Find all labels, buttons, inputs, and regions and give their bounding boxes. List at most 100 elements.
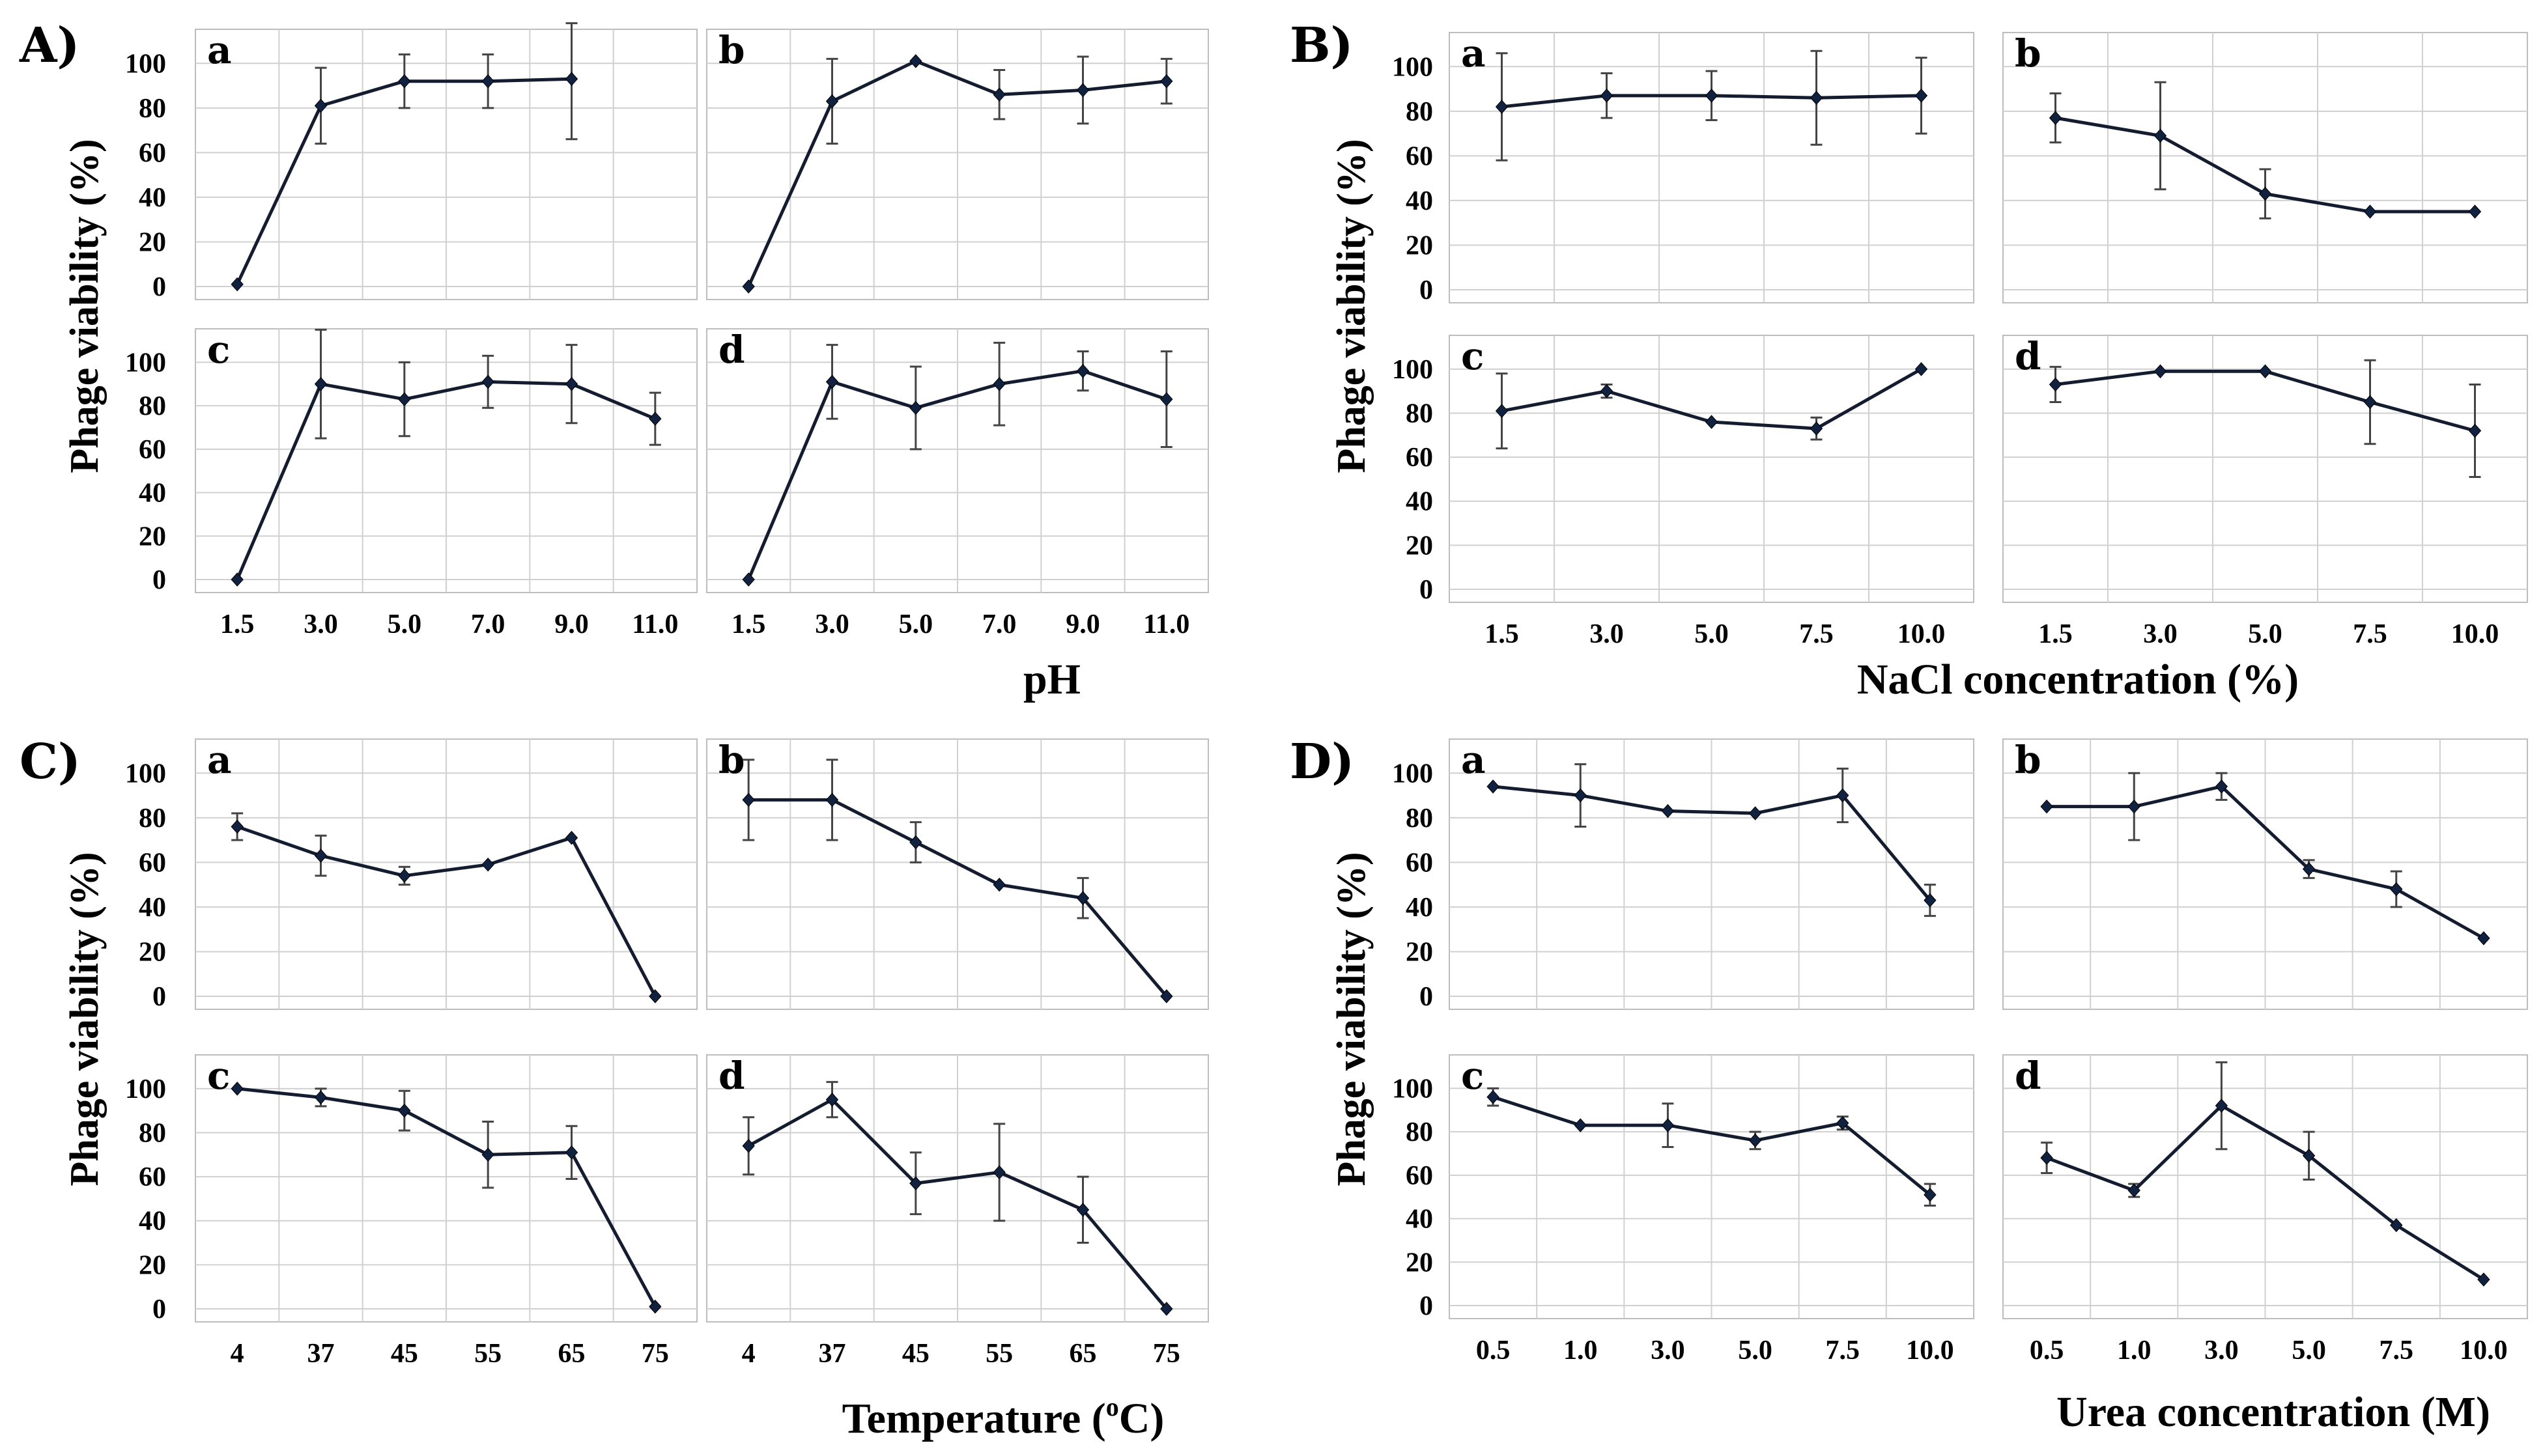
- y-tick-label: 60: [1406, 443, 1433, 473]
- data-point: [2153, 128, 2167, 143]
- data-point: [398, 392, 411, 406]
- x-tick-label: 1.5: [220, 609, 255, 639]
- data-point: [2049, 377, 2062, 392]
- data-point: [1705, 89, 1718, 103]
- y-tick-label: 0: [1419, 575, 1433, 605]
- y-tick-label: 40: [139, 183, 166, 213]
- x-axis-label: NaCl concentration (%): [1857, 656, 2299, 703]
- data-point: [2363, 395, 2377, 410]
- subplot-letter: d: [718, 1054, 745, 1098]
- series-line: [236, 1087, 657, 1308]
- series-line: [236, 825, 657, 998]
- x-tick-label: 3.0: [2204, 1336, 2239, 1365]
- x-tick-label: 10.0: [2451, 619, 2499, 649]
- x-tick-label: 3.0: [304, 609, 338, 639]
- data-point: [2468, 204, 2482, 219]
- data-point: [1810, 91, 1823, 105]
- subplot-c: 100 80 60 40 20 0 1.5 3.0 5.0 7.0 9.0 11.0 c: [125, 328, 698, 639]
- data-point: [314, 376, 328, 391]
- data-point: [231, 572, 244, 587]
- series-line: [748, 798, 1168, 998]
- series-line: [1492, 785, 1931, 902]
- data-point: [742, 279, 755, 294]
- subplot-letter: c: [207, 328, 230, 372]
- subplot-letter: d: [2015, 334, 2041, 378]
- series-line: [746, 369, 1167, 580]
- y-tick-label: 0: [152, 1295, 166, 1324]
- data-point: [742, 572, 755, 587]
- data-point: [2477, 1272, 2490, 1287]
- x-tick-label: 3.0: [2143, 619, 2178, 649]
- data-point: [825, 792, 839, 807]
- data-point: [481, 858, 494, 872]
- data-point: [2258, 364, 2272, 378]
- x-tick-label: 1.5: [1485, 619, 1519, 649]
- data-point: [481, 374, 494, 389]
- series-line: [235, 77, 572, 285]
- data-point: [2477, 931, 2490, 945]
- subplot-c: 100 80 60 40 20 0 1.5 3.0 5.0 7.5 10.0 c: [1392, 334, 1974, 649]
- plot-frame: [1449, 32, 1974, 303]
- y-tick-label: 20: [139, 937, 166, 967]
- x-tick-label: 7.5: [1799, 619, 1834, 649]
- y-tick-label: 40: [1406, 893, 1433, 923]
- data-point: [2390, 1218, 2403, 1233]
- y-tick-label: 100: [1392, 355, 1433, 385]
- data-point: [481, 1147, 494, 1162]
- x-tick-label: 7.0: [982, 609, 1017, 639]
- data-point: [2258, 186, 2272, 201]
- y-tick-label: 60: [139, 435, 166, 465]
- data-point: [1486, 779, 1499, 794]
- subplot-letter: a: [1461, 738, 1486, 782]
- y-tick-label: 40: [1406, 186, 1433, 216]
- data-point: [1076, 891, 1090, 905]
- x-tick-label: 11.0: [1143, 609, 1189, 639]
- y-tick-label: 20: [139, 227, 166, 257]
- data-point: [565, 830, 578, 845]
- data-point: [565, 1145, 578, 1160]
- data-point: [398, 74, 411, 89]
- data-point: [909, 54, 922, 68]
- data-point: [481, 74, 494, 89]
- series-line: [747, 1098, 1168, 1310]
- subplot-letter: d: [718, 328, 745, 372]
- data-point: [2153, 364, 2167, 378]
- panel-c: C)Phage viability (%)Temperature (oC)100…: [20, 734, 1209, 1442]
- subplot-d: 1.5 3.0 5.0 7.0 9.0 11.0 d: [706, 328, 1209, 639]
- subplot-b: b: [2002, 31, 2528, 303]
- subplot-letter: a: [207, 28, 232, 72]
- y-tick-label: 60: [139, 138, 166, 168]
- x-tick-label: 5.0: [2248, 619, 2282, 649]
- data-point: [1076, 83, 1090, 98]
- data-point: [649, 989, 662, 1003]
- x-tick-label: 10.0: [1906, 1336, 1954, 1365]
- subplot-a: 100 80 60 40 20 0 a: [1392, 31, 1974, 305]
- x-tick-label: 3.0: [815, 609, 849, 639]
- data-point: [1661, 1118, 1675, 1132]
- y-tick-label: 80: [1406, 1117, 1433, 1147]
- data-point: [2363, 204, 2377, 219]
- data-point: [1600, 89, 1613, 103]
- y-tick-label: 40: [139, 1207, 166, 1237]
- data-point: [1076, 363, 1090, 378]
- data-point: [1574, 1118, 1587, 1132]
- x-tick-label: 45: [391, 1339, 418, 1369]
- data-point: [649, 1299, 662, 1314]
- data-point: [993, 877, 1006, 892]
- x-tick-label: 5.0: [899, 609, 933, 639]
- y-tick-label: 20: [139, 522, 166, 552]
- y-tick-label: 100: [1392, 759, 1433, 789]
- x-tick-label: 5.0: [2292, 1336, 2326, 1365]
- x-tick-label: 1.5: [2038, 619, 2073, 649]
- data-point: [649, 412, 662, 426]
- subplot-a: 100 80 60 40 20 0 a: [125, 22, 698, 302]
- data-point: [1486, 1089, 1499, 1104]
- plot-frame: [2002, 32, 2528, 303]
- x-axis-label: pH: [1023, 656, 1081, 703]
- y-tick-label: 100: [1392, 1074, 1433, 1104]
- x-tick-label: 1.0: [2117, 1336, 2152, 1365]
- data-point: [1600, 384, 1613, 399]
- data-point: [565, 72, 578, 87]
- x-tick-label: 10.0: [1897, 619, 1946, 649]
